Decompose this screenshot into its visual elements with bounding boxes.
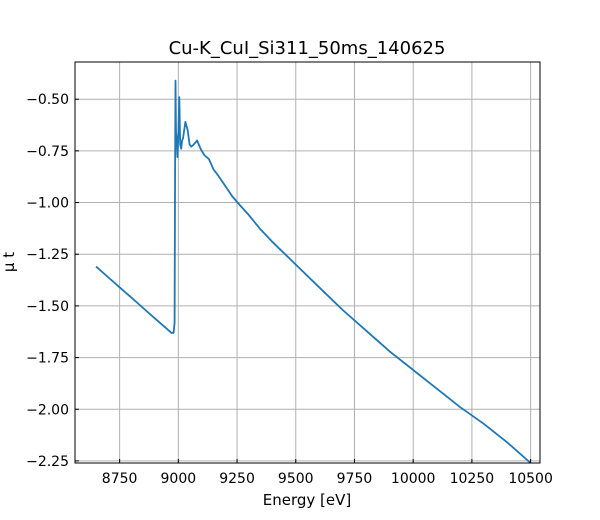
- x-tick-label: 9250: [219, 471, 255, 487]
- x-tick-label: 8750: [102, 471, 138, 487]
- y-tick-label: −2.25: [26, 454, 69, 470]
- chart-title: Cu-K_CuI_Si311_50ms_140625: [169, 38, 446, 59]
- y-tick-label: −1.00: [26, 196, 69, 212]
- x-tick-label: 10250: [450, 471, 495, 487]
- x-tick-label: 9000: [161, 471, 197, 487]
- grid-lines: [75, 62, 540, 463]
- x-tick-label: 9500: [278, 471, 314, 487]
- y-axis-label: μ t: [0, 252, 18, 272]
- y-tick-label: −0.50: [26, 92, 69, 108]
- y-tick-label: −1.50: [26, 299, 69, 315]
- y-tick-label: −1.25: [26, 247, 69, 263]
- x-tick-label: 10000: [391, 471, 436, 487]
- x-axis: 8750 9000 9250 9500 9750 10000 10250 10500: [102, 459, 553, 487]
- x-axis-label: Energy [eV]: [263, 491, 351, 509]
- plot-area: [95, 79, 532, 464]
- x-tick-label: 10500: [508, 471, 553, 487]
- y-tick-label: −0.75: [26, 144, 69, 160]
- series-line: [95, 79, 532, 464]
- y-axis: −0.50 −0.75 −1.00 −1.25 −1.50 −1.75 −2.00 −2.25: [26, 92, 79, 470]
- axes-frame: [74, 61, 541, 464]
- x-tick-label: 9750: [337, 471, 373, 487]
- y-tick-label: −1.75: [26, 351, 69, 367]
- y-tick-label: −2.00: [26, 402, 69, 418]
